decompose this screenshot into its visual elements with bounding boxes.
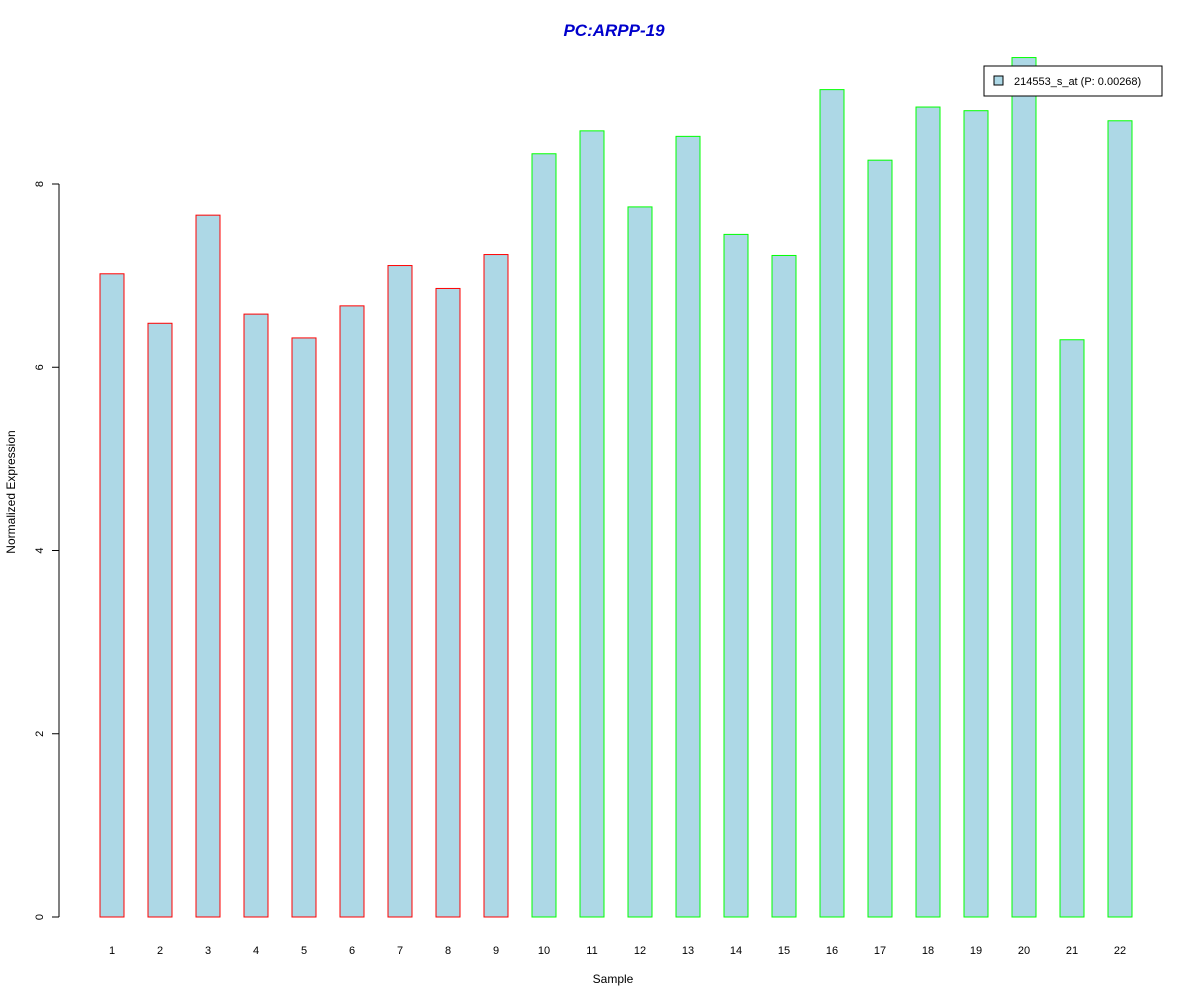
x-tick-label: 21 (1066, 945, 1078, 957)
y-tick-label: 4 (34, 547, 46, 553)
y-axis-label: Normalized Expression (4, 430, 18, 553)
bar-18 (915, 106, 941, 918)
legend-box (983, 65, 1163, 97)
x-tick-label: 4 (253, 945, 259, 957)
y-tick-label: 2 (34, 731, 46, 737)
x-tick-label: 9 (493, 945, 499, 957)
bar-10 (531, 153, 557, 918)
bar-3 (195, 214, 221, 918)
bar-17 (867, 159, 893, 918)
bar-22 (1107, 120, 1133, 918)
y-tick-label: 8 (34, 181, 46, 187)
x-tick-label: 20 (1018, 945, 1030, 957)
legend-label: 214553_s_at (P: 0.00268) (1014, 76, 1141, 88)
bars-group (99, 57, 1133, 918)
x-tick-label: 14 (730, 945, 742, 957)
bar-13 (675, 135, 701, 918)
x-tick-label: 7 (397, 945, 403, 957)
bar-6 (339, 305, 365, 918)
x-tick-label: 22 (1114, 945, 1126, 957)
x-tick-label: 6 (349, 945, 355, 957)
x-tick-label: 5 (301, 945, 307, 957)
x-tick-labels: 1 2 3 4 5 6 7 8 9 10 11 12 13 14 15 16 17 18 19 20 21 22 (109, 945, 1126, 957)
x-axis-label: Sample (593, 972, 634, 986)
x-tick-label: 2 (157, 945, 163, 957)
bar-1 (99, 273, 125, 918)
bar-2 (147, 322, 173, 918)
x-tick-label: 10 (538, 945, 550, 957)
x-tick-label: 12 (634, 945, 646, 957)
bar-8 (435, 287, 461, 918)
legend-swatch (993, 75, 1004, 86)
bar-9 (483, 254, 509, 918)
bar-12 (627, 206, 653, 918)
x-tick-label: 18 (922, 945, 934, 957)
bar-19 (963, 110, 989, 918)
bar-16 (819, 89, 845, 918)
x-tick-label: 19 (970, 945, 982, 957)
bar-11 (579, 130, 605, 918)
x-tick-label: 1 (109, 945, 115, 957)
bar-20 (1011, 57, 1037, 918)
x-tick-label: 8 (445, 945, 451, 957)
bar-21 (1059, 339, 1085, 918)
x-tick-label: 17 (874, 945, 886, 957)
y-tick-label: 0 (34, 914, 46, 920)
legend: 214553_s_at (P: 0.00268) (983, 65, 1163, 97)
bar-14 (723, 233, 749, 918)
y-axis: 0 2 4 6 8 (34, 181, 60, 920)
bar-15 (771, 254, 797, 918)
bar-5 (291, 337, 317, 918)
y-tick-label: 6 (34, 364, 46, 370)
x-tick-label: 13 (682, 945, 694, 957)
chart-title: PC:ARPP-19 (563, 21, 665, 40)
x-tick-label: 3 (205, 945, 211, 957)
bar-7 (387, 265, 413, 918)
x-tick-label: 16 (826, 945, 838, 957)
x-tick-label: 15 (778, 945, 790, 957)
bar-4 (243, 313, 269, 918)
x-tick-label: 11 (586, 945, 597, 957)
